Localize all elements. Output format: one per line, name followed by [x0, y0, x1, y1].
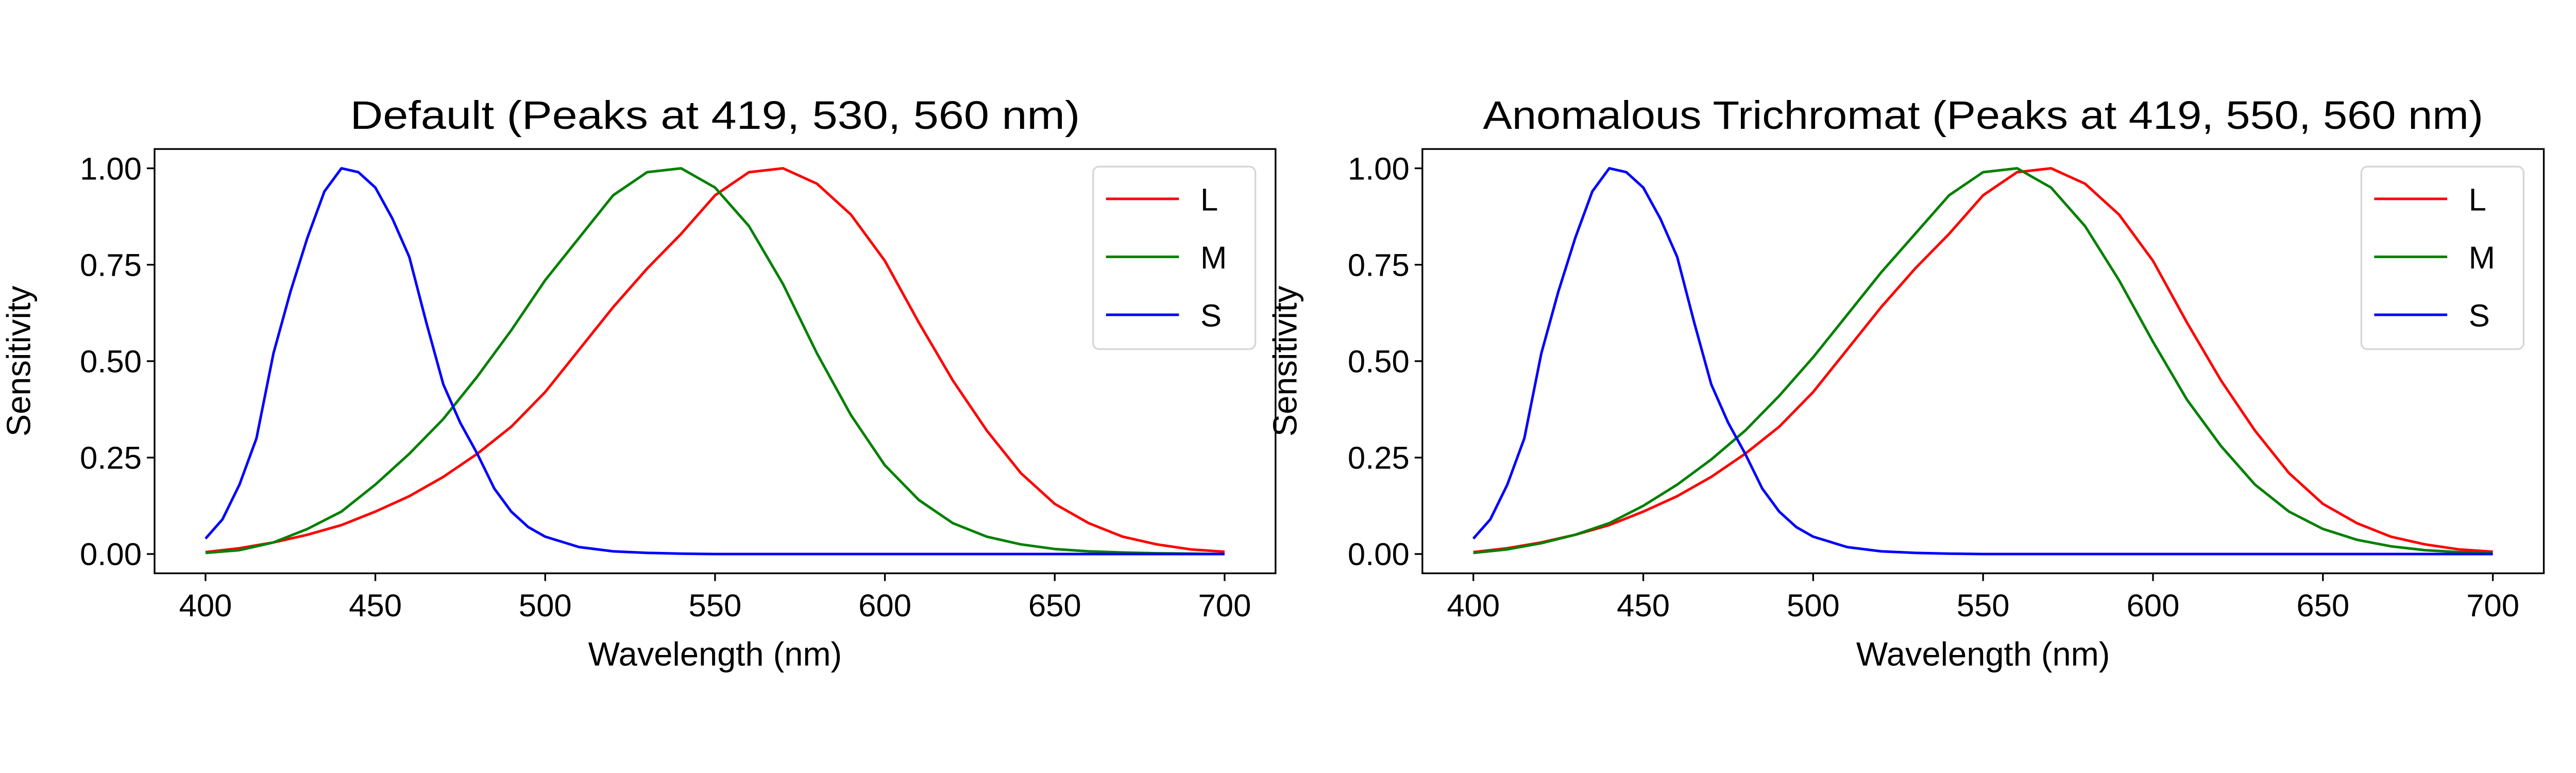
legend: LMS [2360, 165, 2525, 350]
x-tick-label: 600 [858, 588, 911, 624]
legend: LMS [1092, 165, 1257, 350]
series-line-M [1473, 167, 2493, 555]
series-line-L [205, 167, 1225, 553]
x-tick-label: 500 [1787, 588, 1840, 624]
y-tick-label: 0.50 [1348, 344, 1410, 380]
legend-label-M: M [1200, 240, 1227, 276]
chart-title: Anomalous Trichromat (Peaks at 419, 550,… [1483, 94, 2483, 138]
chart-panel-2: Anomalous Trichromat (Peaks at 419, 550,… [1266, 94, 2545, 673]
series-line-S [205, 167, 1225, 556]
chart-title: Default (Peaks at 419, 530, 560 nm) [350, 94, 1080, 138]
y-axis-label: Sensitivity [0, 285, 37, 436]
y-tick-label: 0.25 [80, 441, 142, 476]
series-line-M [205, 167, 1225, 556]
y-axis-label: Sensitivity [1266, 285, 1304, 436]
x-tick-label: 550 [688, 588, 741, 624]
x-tick-label: 700 [2466, 588, 2519, 624]
legend-label-S: S [1200, 298, 1222, 333]
y-tick-label: 1.00 [80, 151, 142, 187]
y-tick-label: 0.00 [1348, 537, 1410, 573]
x-tick-label: 400 [1447, 588, 1500, 624]
legend-label-L: L [2469, 182, 2486, 217]
x-axis-label: Wavelength (nm) [588, 635, 842, 673]
legend-label-S: S [2469, 298, 2490, 333]
y-tick-label: 0.00 [80, 537, 142, 573]
x-tick-label: 450 [349, 588, 402, 624]
x-tick-label: 450 [1617, 588, 1670, 624]
x-axis-label: Wavelength (nm) [1856, 635, 2110, 673]
x-tick-label: 600 [2127, 588, 2180, 624]
chart-panel-1: Default (Peaks at 419, 530, 560 nm) 400 45… [0, 94, 1277, 673]
x-tick-label: 700 [1198, 588, 1251, 624]
y-tick-label: 1.00 [1348, 151, 1410, 187]
y-tick-label: 0.75 [80, 247, 142, 283]
x-tick-label: 400 [179, 588, 232, 624]
x-tick-label: 550 [1957, 588, 2010, 624]
legend-label-M: M [2469, 240, 2495, 276]
y-tick-label: 0.25 [1348, 441, 1410, 476]
y-tick-label: 0.50 [80, 344, 142, 380]
x-tick-label: 650 [2296, 588, 2349, 624]
legend-label-L: L [1200, 182, 1218, 217]
y-tick-label: 0.75 [1348, 247, 1410, 283]
x-tick-label: 500 [519, 588, 572, 624]
x-tick-label: 650 [1028, 588, 1081, 624]
series-line-S [1472, 167, 2493, 556]
series-line-L [1473, 167, 2493, 553]
